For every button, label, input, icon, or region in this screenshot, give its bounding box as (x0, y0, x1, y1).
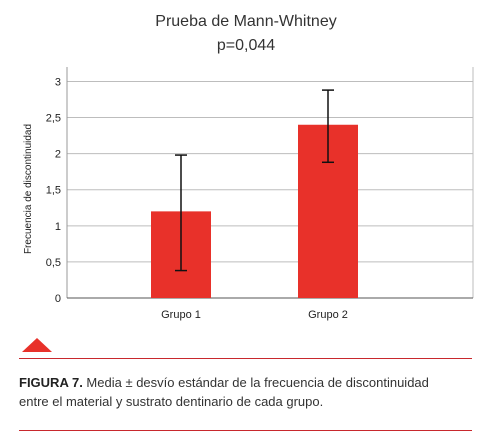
x-tick-label: Grupo 1 (161, 309, 201, 321)
triangle-icon (22, 338, 52, 352)
gridlines (66, 67, 474, 299)
y-tick-label: 1,5 (46, 185, 61, 197)
x-tick-labels: Grupo 1 Grupo 2 (161, 309, 348, 321)
y-tick-label: 0 (55, 293, 61, 305)
y-tick-label: 3 (55, 76, 61, 88)
figure-caption: FIGURA 7. Media ± desvío estándar de la … (19, 373, 459, 411)
error-bars (175, 89, 334, 272)
y-tick-label: 2,5 (46, 113, 61, 125)
y-tick-label: 1 (55, 221, 61, 233)
y-tick-label: 2 (55, 149, 61, 161)
y-axis-label: Frecuencia de discontinuidad (23, 124, 34, 254)
bar-chart: Prueba de Mann-Whitney p=0,044 Frecuenci… (23, 13, 474, 321)
caption-text: Media ± desvío estándar de la frecuencia… (19, 375, 429, 409)
y-tick-labels: 0 0,5 1 1,5 2 2,5 3 (46, 76, 61, 305)
y-tick-label: 0,5 (46, 257, 61, 269)
chart-title: Prueba de Mann-Whitney (155, 13, 336, 30)
caption-bottom-rule (19, 430, 472, 431)
x-tick-label: Grupo 2 (308, 309, 348, 321)
caption-label: FIGURA 7. (19, 375, 83, 390)
chart-subtitle: p=0,044 (217, 37, 275, 54)
caption-top-rule (19, 358, 472, 359)
bars (151, 124, 358, 298)
